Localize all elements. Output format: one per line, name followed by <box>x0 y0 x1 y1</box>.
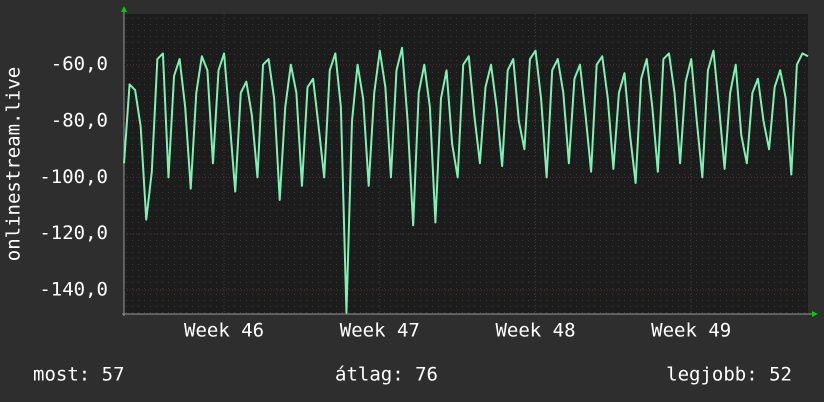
x-tick-label: Week 46 <box>184 320 264 342</box>
y-tick-label: -140,0 <box>39 279 108 301</box>
plot-area <box>124 14 808 314</box>
footer-text: legjobb: 52 <box>666 364 792 386</box>
y-tick-label: -100,0 <box>39 166 108 188</box>
x-tick-label: Week 48 <box>495 320 575 342</box>
arrow <box>812 311 818 317</box>
y-tick-label: -120,0 <box>39 222 108 244</box>
y-axis-label: onlinestream.live <box>3 67 25 261</box>
footer-text: átlag: 76 <box>335 364 438 386</box>
data-line <box>123 46 809 314</box>
footer-text: most: 57 <box>33 364 125 386</box>
arrow <box>121 6 127 12</box>
y-tick-label: -80,0 <box>51 110 108 132</box>
y-tick-label: -60,0 <box>51 53 108 75</box>
x-tick-label: Week 49 <box>651 320 731 342</box>
x-tick-label: Week 47 <box>340 320 420 342</box>
